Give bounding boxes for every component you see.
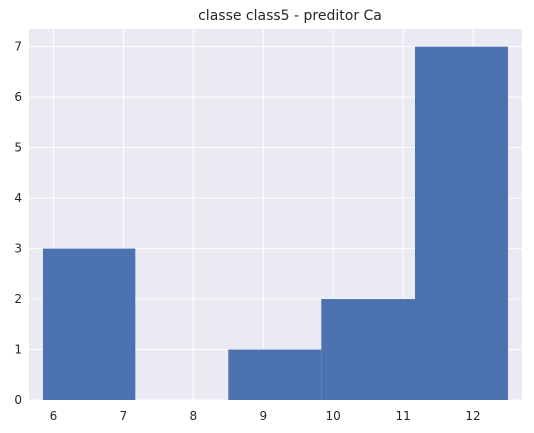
- y-tick-label: 1: [14, 343, 22, 357]
- x-axis-ticks: 6 7 8 9 10 11 12: [50, 409, 481, 423]
- histogram-bar: [415, 46, 509, 401]
- y-tick-label: 0: [14, 393, 22, 407]
- x-tick-label: 9: [259, 409, 267, 423]
- y-tick-label: 2: [14, 292, 22, 306]
- y-axis-ticks: 0 1 2 3 4 5 6 7: [14, 40, 22, 407]
- x-tick-label: 8: [190, 409, 198, 423]
- x-tick-label: 7: [120, 409, 128, 423]
- x-tick-label: 10: [326, 409, 341, 423]
- y-tick-label: 4: [14, 191, 22, 205]
- histogram-bar: [42, 248, 136, 400]
- y-tick-label: 3: [14, 242, 22, 256]
- histogram-bar: [321, 299, 416, 400]
- x-tick-label: 12: [465, 409, 480, 423]
- y-tick-label: 5: [14, 141, 22, 155]
- x-tick-label: 11: [395, 409, 410, 423]
- histogram-bar: [228, 349, 322, 400]
- x-tick-label: 6: [50, 409, 58, 423]
- y-tick-label: 6: [14, 90, 22, 104]
- y-tick-label: 7: [14, 40, 22, 54]
- chart-title: classe class5 - preditor Ca: [198, 8, 382, 24]
- bars: [42, 46, 509, 401]
